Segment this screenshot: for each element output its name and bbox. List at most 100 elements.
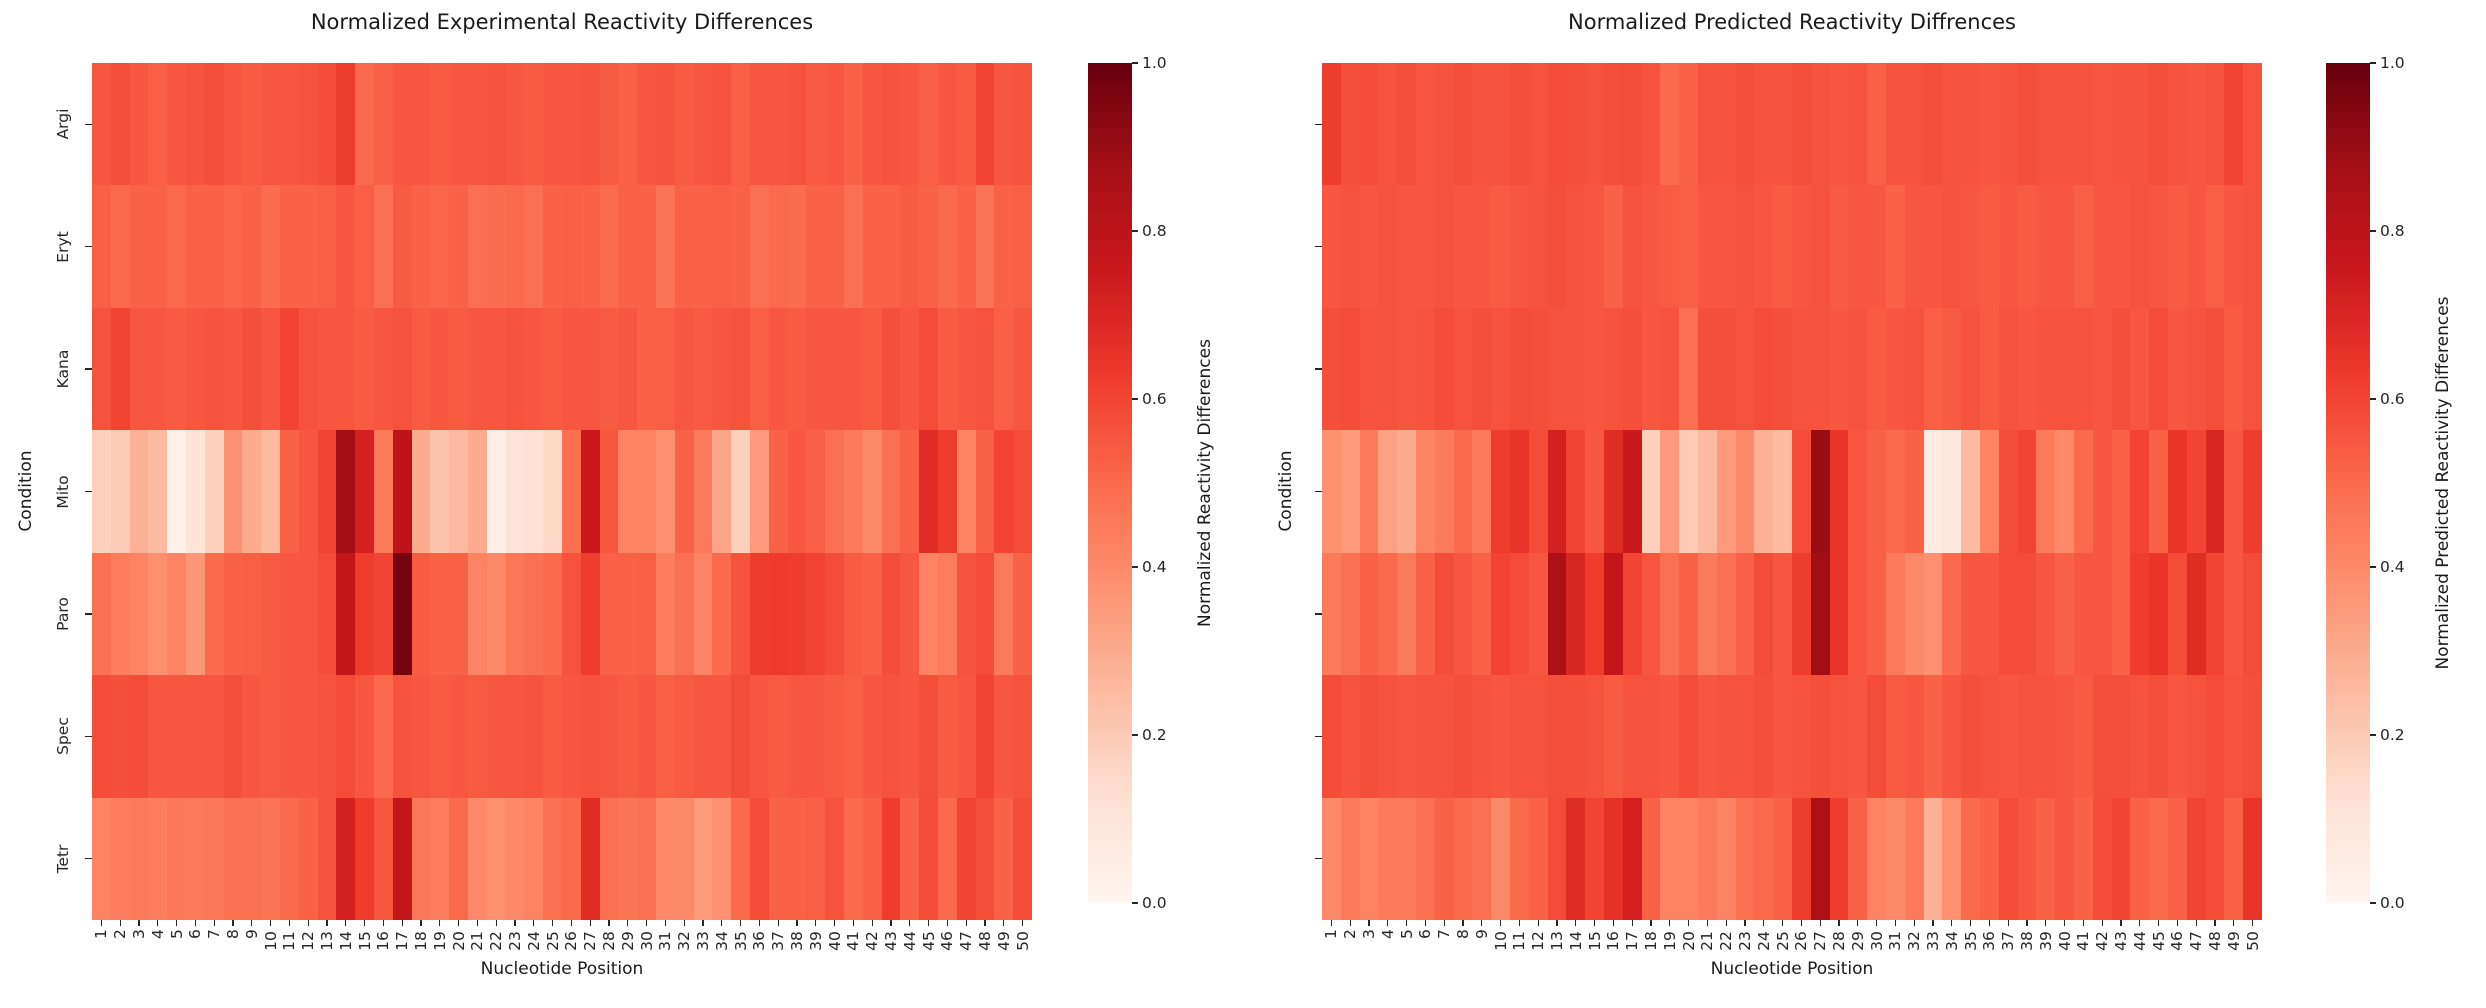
heatmap-cell	[317, 430, 337, 553]
tick-mark	[1725, 920, 1727, 926]
heatmap-cell	[2130, 675, 2150, 798]
tick-mark	[85, 735, 92, 737]
y-tick-label: Spec	[54, 717, 72, 756]
heatmap-cell	[185, 552, 205, 676]
heatmap-cell	[919, 185, 938, 308]
heatmap-cell	[1773, 797, 1792, 920]
heatmap-cell	[1773, 63, 1792, 186]
heatmap-cell	[204, 185, 224, 308]
heatmap-cell	[900, 675, 920, 798]
heatmap-cell	[1660, 552, 1680, 676]
heatmap-cell	[937, 307, 957, 431]
heatmap-cell	[1528, 307, 1548, 431]
heatmap-cell	[1679, 797, 1698, 920]
x-tick-label: 44	[900, 931, 919, 951]
tick-mark	[928, 920, 930, 926]
heatmap-cell	[1735, 797, 1755, 920]
heatmap-cell	[2243, 185, 2262, 308]
heatmap-cell	[1716, 307, 1736, 431]
heatmap-cell	[1716, 185, 1736, 308]
heatmap-cell	[2167, 675, 2187, 798]
heatmap-cell	[900, 552, 920, 676]
heatmap-cell	[148, 797, 168, 920]
heatmap-cell	[336, 797, 356, 920]
x-tick-label: 14	[1566, 931, 1585, 951]
heatmap-cell	[1697, 185, 1717, 308]
heatmap-cell	[2149, 307, 2168, 431]
heatmap-cell	[712, 797, 732, 920]
x-tick-label: 32	[1905, 931, 1924, 951]
heatmap-cell	[1904, 797, 1924, 920]
x-tick-label: 28	[1830, 931, 1848, 951]
heatmap-cell	[2186, 430, 2206, 553]
x-tick-label: 1	[1322, 929, 1341, 939]
x-tick-label: 31	[1886, 931, 1905, 951]
y-tick-label: Kana	[54, 349, 72, 389]
tick-mark	[1594, 920, 1596, 926]
heatmap-cell	[956, 63, 976, 186]
tick-mark	[1913, 920, 1915, 926]
heatmap-cell	[787, 552, 807, 676]
heatmap-cell	[1397, 797, 1416, 920]
x-tick-label: 47	[957, 931, 976, 951]
heatmap-cell	[749, 307, 769, 431]
heatmap-cell	[1773, 430, 1792, 553]
heatmap-cell	[505, 185, 525, 308]
heatmap-cell	[1340, 430, 1360, 553]
heatmap-cell	[2149, 552, 2168, 676]
heatmap-cell	[994, 797, 1014, 920]
left-colorbar	[1088, 63, 1132, 903]
heatmap-cell	[1528, 675, 1548, 798]
heatmap-cell	[223, 797, 243, 920]
tick-mark	[100, 920, 102, 926]
tick-mark	[1387, 920, 1389, 926]
heatmap-cell	[92, 552, 111, 676]
tick-mark	[1650, 920, 1652, 926]
heatmap-cell	[1453, 430, 1473, 553]
heatmap-cell	[749, 552, 769, 676]
heatmap-cell	[411, 675, 431, 798]
heatmap-cell	[599, 675, 619, 798]
x-tick-label: 14	[336, 931, 355, 951]
x-tick-label: 18	[412, 931, 430, 951]
heatmap-cell	[2186, 63, 2206, 186]
tick-mark	[1022, 920, 1024, 926]
colorbar-tick-label: 0.2	[1142, 726, 1167, 744]
heatmap-cell	[1942, 797, 1962, 920]
right-heatmap-title: Normalized Predicted Reactivity Diffrenc…	[1568, 10, 2016, 34]
heatmap-cell	[167, 797, 186, 920]
x-tick-label: 20	[449, 931, 468, 951]
heatmap-cell	[543, 552, 562, 676]
heatmap-cell	[524, 552, 544, 676]
heatmap-cell	[2111, 307, 2131, 431]
heatmap-cell	[806, 307, 826, 431]
heatmap-cell	[1641, 307, 1661, 431]
tick-mark	[495, 920, 497, 926]
heatmap-cell	[317, 185, 337, 308]
heatmap-cell	[900, 307, 920, 431]
tick-mark	[1132, 62, 1138, 64]
heatmap-cell	[2243, 63, 2262, 186]
heatmap-cell	[1791, 552, 1811, 676]
tick-mark	[1688, 920, 1690, 926]
heatmap-cell	[1961, 430, 1980, 553]
heatmap-cell	[919, 430, 938, 553]
heatmap-cell	[1923, 185, 1943, 308]
heatmap-cell	[505, 797, 525, 920]
heatmap-cell	[148, 552, 168, 676]
tick-mark	[138, 920, 140, 926]
heatmap-cell	[1472, 797, 1492, 920]
heatmap-cell	[242, 675, 262, 798]
x-tick-label: 30	[1867, 931, 1886, 951]
heatmap-cell	[2111, 430, 2131, 553]
heatmap-cell	[430, 185, 450, 308]
heatmap-cell	[1359, 552, 1379, 676]
x-tick-label: 29	[618, 931, 637, 951]
heatmap-cell	[1679, 675, 1698, 798]
x-tick-label: 25	[1773, 931, 1792, 951]
heatmap-cell	[1754, 675, 1774, 798]
heatmap-cell	[1829, 307, 1849, 431]
heatmap-cell	[1528, 797, 1548, 920]
heatmap-cell	[1660, 185, 1680, 308]
